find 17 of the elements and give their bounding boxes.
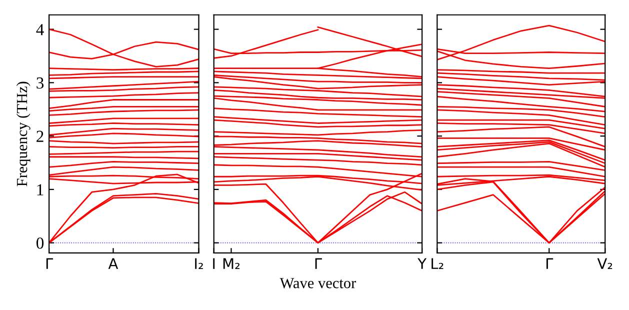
y-tick-label: 0	[36, 238, 44, 249]
x-tick-label: I	[213, 258, 215, 269]
y-axis-title: Frequency (THz)	[16, 82, 30, 186]
x-tick-label: Y	[418, 258, 427, 269]
x-tick-label: M₂	[223, 258, 240, 269]
x-tick-label: L₂	[432, 258, 444, 269]
x-tick-label: V₂	[597, 258, 612, 269]
y-tick-label: 4	[36, 24, 44, 36]
x-tick-label: Γ	[46, 258, 54, 269]
x-tick-label: I₂	[195, 258, 203, 269]
x-axis-title: Wave vector	[280, 278, 356, 288]
x-tick-label: A	[108, 258, 118, 269]
y-tick-label: 1	[37, 184, 44, 196]
y-tick-label: 2	[36, 130, 44, 142]
x-tick-label: Γ	[546, 258, 554, 269]
x-tick-label: Γ	[315, 258, 322, 269]
y-tick-label: 3	[36, 77, 44, 89]
